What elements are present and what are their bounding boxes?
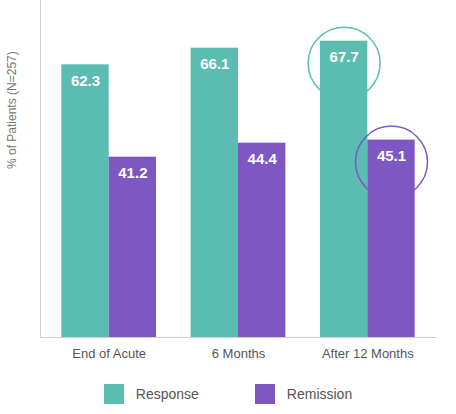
html-text:Remission: Remission (286, 386, 353, 402)
svg-text:41.2: 41.2 (118, 164, 147, 181)
svg-text:62.3: 62.3 (71, 72, 100, 89)
svg-text:After 12 Months: After 12 Months (322, 346, 414, 361)
svg-text:End of Acute: End of Acute (72, 346, 146, 361)
svg-text:67.7: 67.7 (330, 48, 359, 65)
svg-text:% of Patients (N=257): % of Patients (N=257) (5, 51, 19, 169)
svg-text:66.1: 66.1 (200, 55, 229, 72)
svg-text:45.1: 45.1 (377, 147, 406, 164)
svg-text:44.4: 44.4 (248, 150, 278, 167)
html-text:Response: Response (135, 386, 199, 402)
svg-text:6 Months: 6 Months (212, 346, 266, 361)
